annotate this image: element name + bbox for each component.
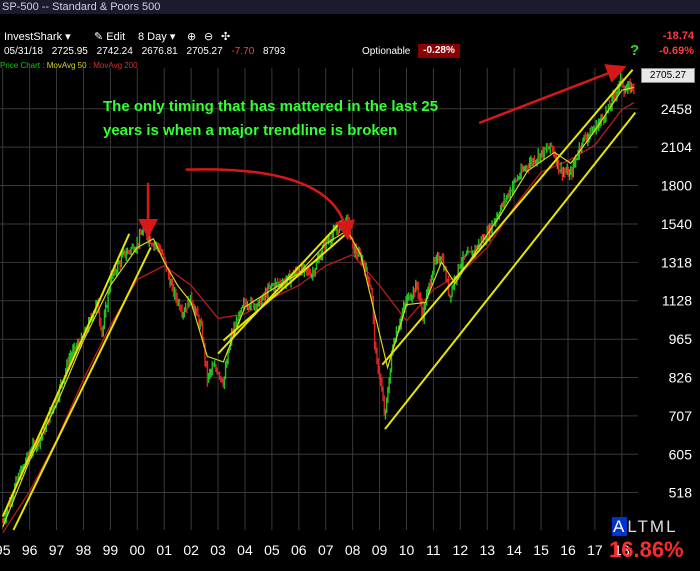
x-tick-label: 04 [237,542,253,558]
y-tick-label: 2458 [661,101,692,117]
x-tick-label: 18 [614,542,630,558]
quote-low: 2676.81 [141,46,178,57]
crosshair-button[interactable]: ✣ [221,30,230,43]
trendline [384,111,637,430]
chevron-down-icon: ▾ [65,31,71,43]
y-tick-label: 605 [669,446,693,462]
x-tick-label: 08 [345,542,361,558]
chart-grid [0,68,638,530]
period-label: 8 Day [138,31,167,43]
x-tick-label: 13 [479,542,495,558]
x-tick-label: 96 [22,542,38,558]
quote-volume: 8793 [263,46,286,57]
y-tick-label: 1540 [661,216,692,232]
question-mark: ? [630,42,640,59]
x-tick-label: 10 [399,542,415,558]
annotation-arrows [138,64,627,241]
y-tick-label: 2104 [661,139,692,155]
trendline [381,69,634,366]
big-percent: 16.86% [609,537,684,562]
x-tick-label: 97 [49,542,65,558]
y-tick-label: 518 [669,485,693,501]
x-tick-label: 98 [76,542,92,558]
zoom-out-icon: ⊖ [204,31,214,43]
quote-change: -7.70 [231,46,255,57]
x-tick-label: 00 [130,542,146,558]
y-tick-label: 707 [669,408,693,424]
y-tick-label: 1318 [661,254,692,270]
x-tick-label: 15 [533,542,549,558]
y-tick-label: 1800 [661,178,692,194]
altml-indicator[interactable]: ALTML [612,517,678,537]
y-tick-label: 1128 [662,293,692,309]
quote-open: 2725.95 [51,46,88,57]
x-tick-label: 07 [318,542,334,558]
window-title: SP-500 -- Standard & Poors 500 [2,1,161,13]
altml-a: A [612,517,628,536]
annotation-arrow [478,64,627,125]
legend-ma200: MovAvg 200 [93,61,138,70]
x-tick-label: 14 [506,542,522,558]
chart-legend: Price Chart : MovAvg 50 : MovAvg 200 [0,61,138,70]
quote-close: 2705.27 [186,46,223,57]
optionable-label: Optionable [362,46,411,57]
x-tick-label: 02 [183,542,199,558]
period-selector[interactable]: 8 Day ▾ [138,30,175,43]
quote-date: 05/31/18 [4,46,43,57]
zoom-in-icon: ⊕ [187,31,197,43]
window-title-bar: SP-500 -- Standard & Poors 500 [0,0,700,14]
y-tick-label: 965 [669,331,693,347]
chevron-down-icon: ▾ [169,31,176,43]
quote-line: 05/31/18 2725.95 2742.24 2676.81 2705.27… [4,46,291,57]
trendline [222,229,351,342]
legend-price: Price Chart [0,61,41,70]
ma200-path [2,102,635,534]
x-tick-label: 05 [264,542,280,558]
trendline [1,233,131,517]
pct-change-badge: -0.28% [418,44,460,58]
ma200-line [2,102,635,534]
right-pct: -0.69% [659,45,694,57]
edit-label: Edit [106,31,126,43]
quote-high: 2742.24 [96,46,133,57]
x-tick-label: 99 [103,542,119,558]
altml-rest: LTML [627,517,678,536]
crosshair-icon: ✣ [221,31,231,43]
toolbar: InvestShark ▾ ✎ Edit 8 Day ▾ ⊕ ⊖ ✣ [0,14,700,44]
y-axis: 518 605 707 826 965 1128 1318 1540 1800 2104 2458 [661,101,692,501]
x-tick-label: 09 [372,542,388,558]
x-tick-label: 12 [453,542,469,558]
last-price-label: 2705.27 [641,68,695,83]
zoom-in-button[interactable]: ⊕ [187,30,196,43]
edit-icon: ✎ [94,31,104,43]
right-change: -18.74 [662,30,694,42]
x-tick-label: 16 [560,542,576,558]
x-tick-label: 11 [426,542,441,558]
y-tick-label: 826 [669,370,693,386]
x-tick-label: 17 [587,542,603,558]
trendline [217,220,343,355]
x-tick-label: 01 [156,542,172,558]
trendline [12,247,152,531]
x-axis: 95 96 97 98 99 00 01 02 03 04 05 06 07 08 09 10 11 12 13 14… [0,542,630,558]
investshark-label: InvestShark [4,31,63,43]
x-tick-label: 06 [291,542,307,558]
zoom-out-button[interactable]: ⊖ [204,30,213,43]
trendlines [1,69,637,531]
edit-button[interactable]: ✎ Edit [94,30,125,43]
annotation-arrow [185,168,356,241]
x-tick-label: 03 [210,542,226,558]
investshark-menu[interactable]: InvestShark ▾ [4,30,71,43]
legend-ma50: MovAvg 50 [46,61,87,70]
annotation-text: The only timing that has mattered in the… [103,98,439,139]
x-tick-label: 95 [0,542,11,558]
